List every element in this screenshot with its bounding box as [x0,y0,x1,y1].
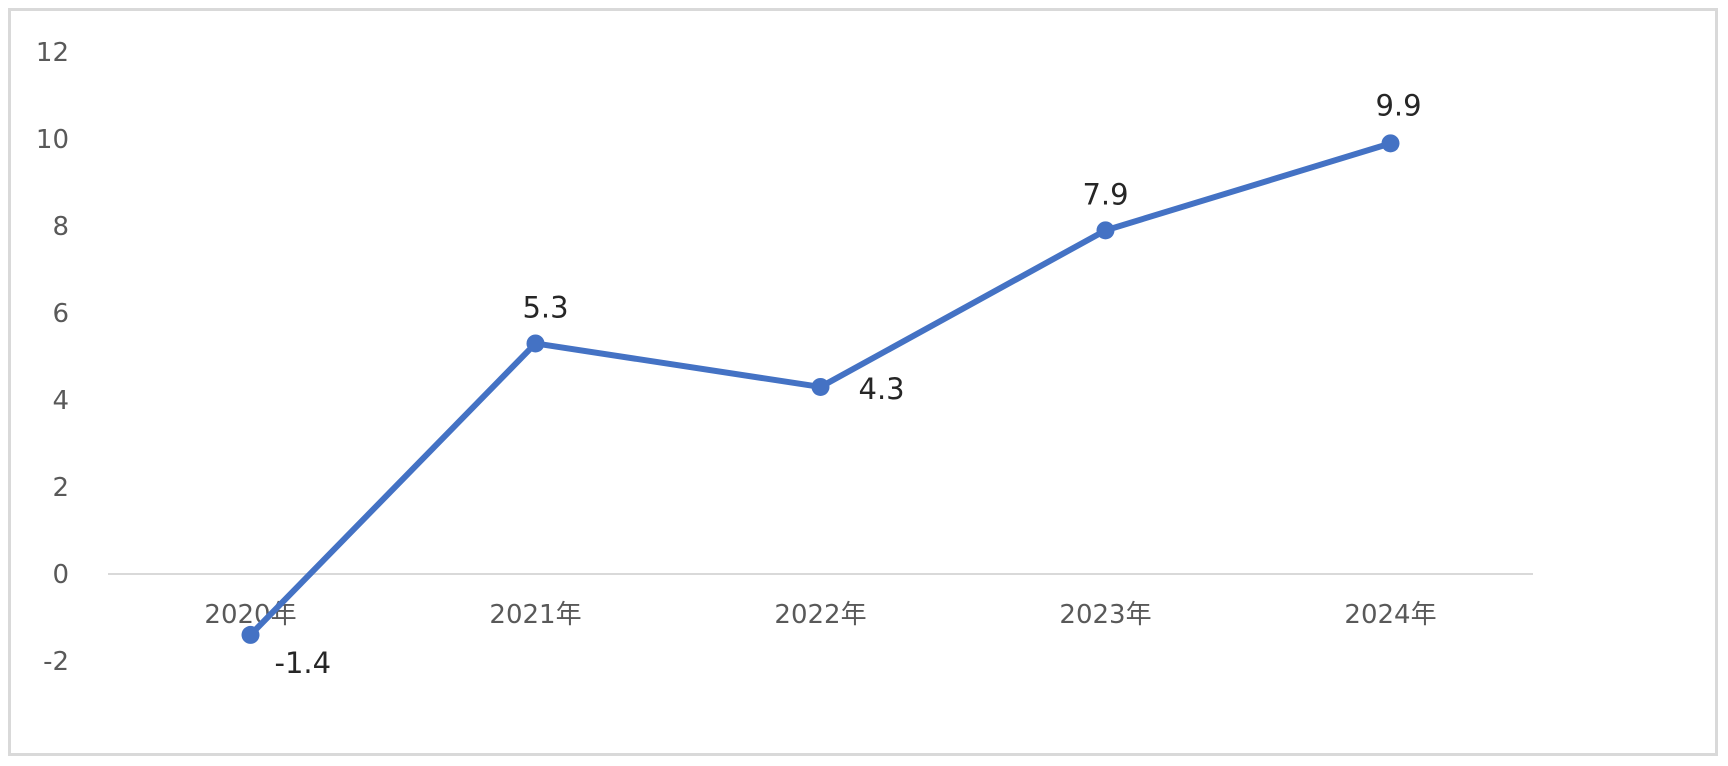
x-tick-label: 2021年 [489,600,581,630]
data-point-marker [811,377,830,396]
y-tick-label: 10 [36,125,69,155]
y-tick-label: 0 [52,560,69,590]
x-tick-label: 2024年 [1344,600,1436,630]
data-label: 7.9 [1082,177,1128,211]
data-point-marker [526,334,545,353]
data-point-marker [1096,221,1115,240]
y-tick-label: -2 [43,647,69,677]
data-label: 4.3 [859,372,905,406]
x-tick-label: 2022年 [774,600,866,630]
data-label: -1.4 [275,646,332,680]
data-point-marker [1381,134,1400,153]
x-tick-label: 2023年 [1059,600,1151,630]
data-point-marker [241,625,260,644]
y-tick-label: 8 [52,212,69,242]
data-label: 9.9 [1375,88,1421,122]
data-label: 5.3 [522,290,568,324]
y-tick-label: 4 [52,386,69,416]
y-tick-label: 6 [52,299,69,329]
chart-frame: -2 0 2 4 6 8 10 12 2020年 2021年 2022年 2023年 2024年 -1.4… [8,8,1718,756]
y-tick-label: 12 [36,38,69,68]
y-tick-label: 2 [52,473,69,503]
